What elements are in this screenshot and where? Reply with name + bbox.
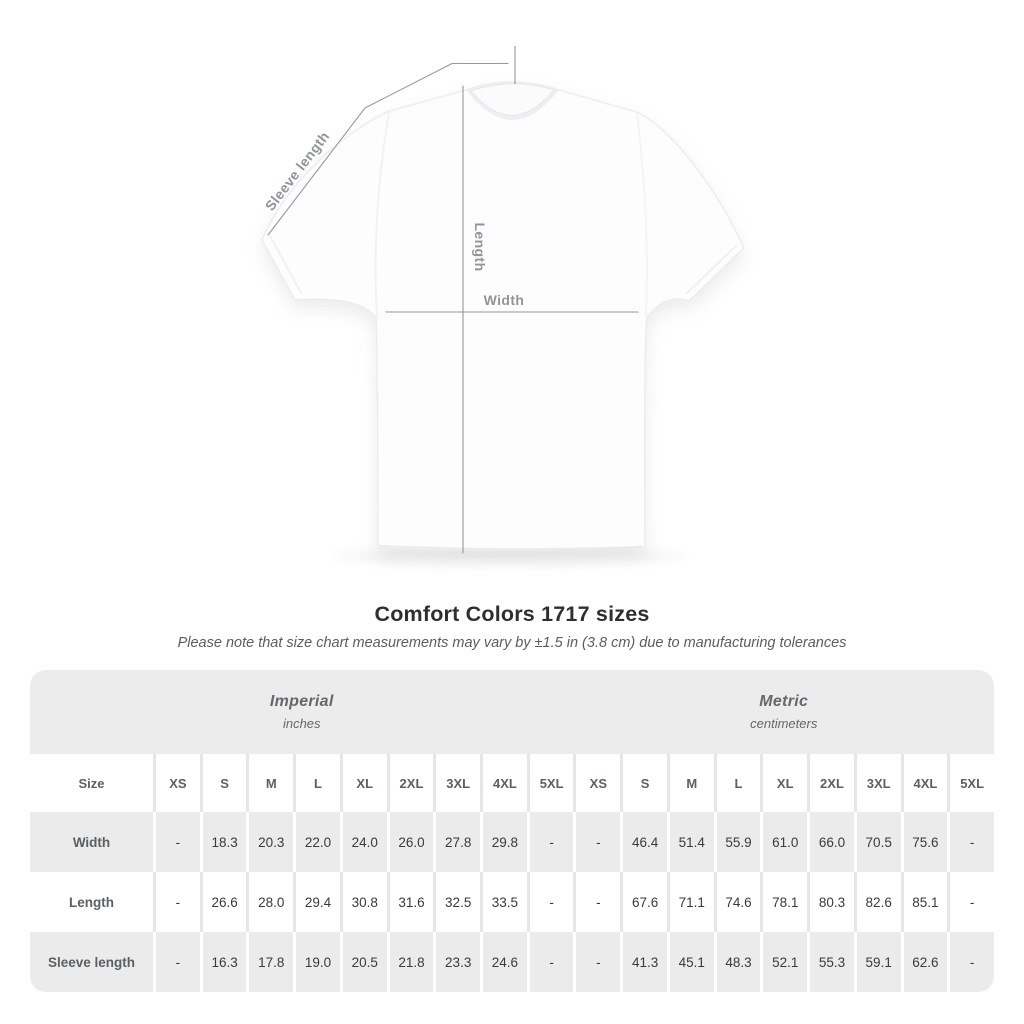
col-header-imperial-m: M <box>246 754 294 812</box>
cell-sleeve-length-metric-5xl: - <box>947 932 994 992</box>
metric-header: Metric centimeters <box>573 670 994 754</box>
cell-sleeve-length-metric-3xl: 59.1 <box>853 932 901 992</box>
cell-width-imperial-xl: 24.0 <box>339 812 387 872</box>
length-label: Length <box>472 222 488 271</box>
col-header-metric-s: S <box>620 754 667 812</box>
tshirt-image <box>261 81 745 551</box>
title-block: Comfort Colors 1717 sizes Please note th… <box>0 602 1024 651</box>
imperial-header: Imperial inches <box>30 670 574 754</box>
cell-sleeve-length-metric-xs: - <box>573 932 621 992</box>
tshirt-size-diagram: Sleeve length Length Width <box>261 46 745 563</box>
cell-width-imperial-l: 22.0 <box>293 812 340 872</box>
sleeve-length-arrow <box>268 63 453 236</box>
col-header-metric-l: L <box>713 754 761 812</box>
imperial-unit: inches <box>282 716 321 731</box>
cell-sleeve-length-imperial-4xl: 24.6 <box>480 932 527 992</box>
cell-sleeve-length-metric-4xl: 62.6 <box>900 932 948 992</box>
cell-length-metric-2xl: 80.3 <box>807 872 854 932</box>
cell-length-metric-l: 74.6 <box>713 872 761 932</box>
shirt-ground-shadow <box>333 549 689 563</box>
metric-unit: centimeters <box>750 716 818 731</box>
col-header-imperial-l: L <box>293 754 340 812</box>
cell-length-imperial-s: 26.6 <box>199 872 247 932</box>
cell-sleeve-length-imperial-2xl: 21.8 <box>386 932 434 992</box>
col-header-imperial-5xl: 5XL <box>526 754 574 812</box>
cell-sleeve-length-metric-s: 41.3 <box>620 932 667 992</box>
cell-width-metric-xl: 61.0 <box>760 812 808 872</box>
cell-sleeve-length-imperial-xl: 20.5 <box>339 932 387 992</box>
row-label-length: Length <box>30 872 153 932</box>
cell-length-metric-xl: 78.1 <box>760 872 808 932</box>
cell-width-imperial-3xl: 27.8 <box>433 812 481 872</box>
col-header-imperial-4xl: 4XL <box>480 754 527 812</box>
col-header-imperial-2xl: 2XL <box>386 754 434 812</box>
cell-length-metric-3xl: 82.6 <box>853 872 901 932</box>
cell-width-metric-2xl: 66.0 <box>807 812 854 872</box>
size-col-header: Size <box>30 754 153 812</box>
cell-width-metric-5xl: - <box>947 812 994 872</box>
cell-width-metric-l: 55.9 <box>713 812 761 872</box>
cell-length-imperial-l: 29.4 <box>293 872 340 932</box>
row-label-width: Width <box>30 812 153 872</box>
cell-length-imperial-m: 28.0 <box>246 872 294 932</box>
col-header-metric-4xl: 4XL <box>900 754 948 812</box>
cell-width-imperial-s: 18.3 <box>199 812 247 872</box>
imperial-label: Imperial <box>269 693 334 710</box>
cell-length-imperial-xs: - <box>153 872 200 932</box>
cell-width-metric-4xl: 75.6 <box>900 812 948 872</box>
collar-band <box>470 83 555 116</box>
cell-width-imperial-4xl: 29.8 <box>480 812 527 872</box>
col-header-imperial-xs: XS <box>153 754 200 812</box>
cell-sleeve-length-metric-2xl: 55.3 <box>807 932 854 992</box>
cell-sleeve-length-imperial-l: 19.0 <box>293 932 340 992</box>
cell-length-metric-4xl: 85.1 <box>900 872 948 932</box>
cell-length-imperial-xl: 30.8 <box>339 872 387 932</box>
cell-length-metric-xs: - <box>573 872 621 932</box>
cell-width-metric-m: 51.4 <box>666 812 714 872</box>
cell-width-metric-3xl: 70.5 <box>853 812 901 872</box>
cell-sleeve-length-metric-l: 48.3 <box>713 932 761 992</box>
metric-label: Metric <box>759 693 809 710</box>
cell-length-imperial-5xl: - <box>526 872 574 932</box>
cell-width-imperial-2xl: 26.0 <box>386 812 434 872</box>
cell-length-imperial-4xl: 33.5 <box>480 872 527 932</box>
measurement-annotations <box>268 46 638 553</box>
cell-sleeve-length-imperial-3xl: 23.3 <box>433 932 481 992</box>
col-header-metric-5xl: 5XL <box>947 754 994 812</box>
cell-width-metric-s: 46.4 <box>620 812 667 872</box>
cell-length-imperial-3xl: 32.5 <box>433 872 481 932</box>
cell-length-imperial-2xl: 31.6 <box>386 872 434 932</box>
cell-sleeve-length-imperial-5xl: - <box>526 932 574 992</box>
col-header-metric-xl: XL <box>760 754 808 812</box>
cell-sleeve-length-imperial-s: 16.3 <box>199 932 247 992</box>
col-header-imperial-xl: XL <box>339 754 387 812</box>
cell-length-metric-m: 71.1 <box>666 872 714 932</box>
col-header-metric-xs: XS <box>573 754 621 812</box>
cell-sleeve-length-metric-m: 45.1 <box>666 932 714 992</box>
cell-width-imperial-xs: - <box>153 812 200 872</box>
cell-length-metric-s: 67.6 <box>620 872 667 932</box>
width-label: Width <box>484 292 525 308</box>
col-header-metric-2xl: 2XL <box>807 754 854 812</box>
page-title: Comfort Colors 1717 sizes <box>374 602 650 626</box>
col-header-imperial-3xl: 3XL <box>433 754 481 812</box>
cell-length-metric-5xl: - <box>947 872 994 932</box>
col-header-imperial-s: S <box>199 754 247 812</box>
cell-width-imperial-5xl: - <box>526 812 574 872</box>
row-label-sleeve-length: Sleeve length <box>30 932 153 992</box>
cell-sleeve-length-metric-xl: 52.1 <box>760 932 808 992</box>
col-header-metric-3xl: 3XL <box>853 754 901 812</box>
cell-width-metric-xs: - <box>573 812 621 872</box>
col-header-metric-m: M <box>666 754 714 812</box>
size-table-grid: Imperial inches Metric centimeters Size X… <box>30 670 994 992</box>
cell-width-imperial-m: 20.3 <box>246 812 294 872</box>
cell-sleeve-length-imperial-xs: - <box>153 932 200 992</box>
tolerance-note: Please note that size chart measurements… <box>177 635 847 651</box>
cell-sleeve-length-imperial-m: 17.8 <box>246 932 294 992</box>
